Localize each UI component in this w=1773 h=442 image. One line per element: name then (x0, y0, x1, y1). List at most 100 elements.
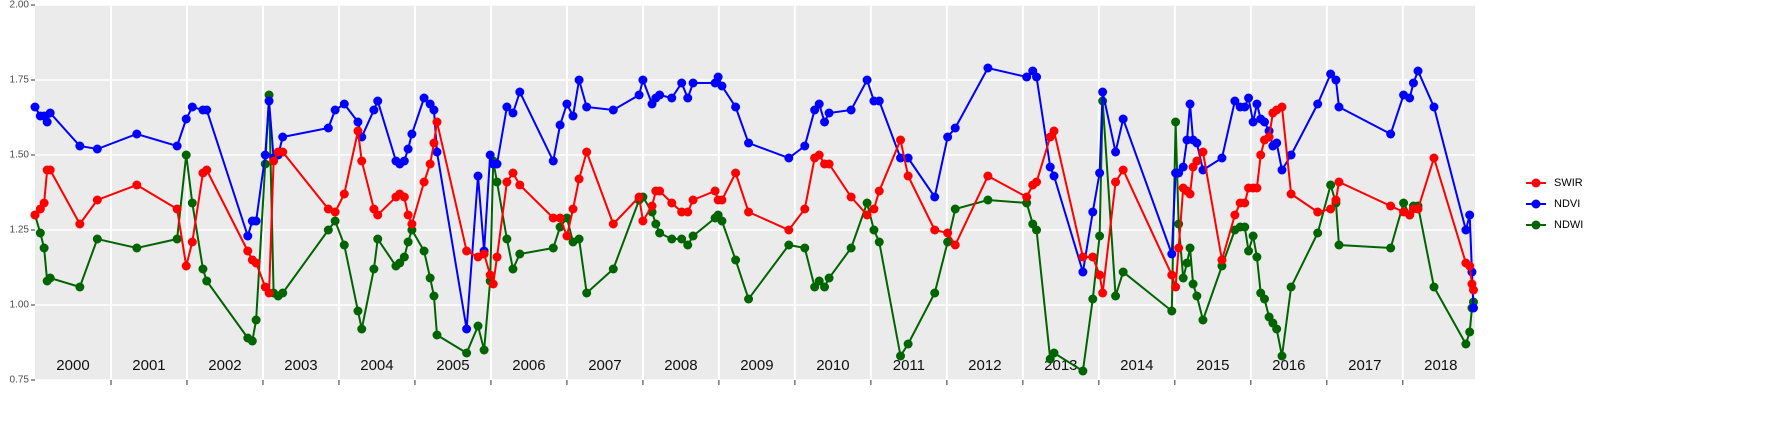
point (562, 99, 572, 109)
point (582, 147, 592, 157)
point (874, 186, 884, 196)
point (1248, 231, 1258, 241)
point (983, 171, 993, 181)
point (172, 204, 182, 214)
point (1188, 279, 1198, 289)
point (1252, 252, 1262, 262)
y-tick-label: 1.00 (10, 300, 30, 311)
point (1313, 207, 1323, 217)
point (548, 243, 558, 253)
y-tick-label: 2.00 (10, 0, 30, 11)
point (800, 204, 810, 214)
point (548, 156, 558, 166)
legend-label: SWIR (1554, 177, 1583, 189)
point (330, 105, 340, 115)
point (688, 78, 698, 88)
point (198, 264, 208, 274)
point (667, 234, 677, 244)
point (930, 192, 940, 202)
point (731, 168, 741, 178)
point (473, 171, 483, 181)
point (1465, 210, 1475, 220)
point (403, 210, 413, 220)
point (1260, 294, 1270, 304)
point (608, 105, 618, 115)
point (473, 321, 483, 331)
point (1185, 189, 1195, 199)
point (683, 240, 693, 250)
point (492, 252, 502, 262)
y-tick-label: 1.50 (10, 150, 30, 161)
point (1286, 282, 1296, 292)
point (710, 186, 720, 196)
year-label: 2012 (968, 357, 1001, 374)
point (278, 147, 288, 157)
point (1386, 201, 1396, 211)
point (243, 246, 253, 256)
point (744, 294, 754, 304)
point (1240, 198, 1250, 208)
point (744, 138, 754, 148)
point (339, 99, 349, 109)
point (172, 234, 182, 244)
point (1049, 126, 1059, 136)
point (508, 168, 518, 178)
point (323, 225, 333, 235)
point (403, 144, 413, 154)
point (869, 204, 879, 214)
point (800, 243, 810, 253)
point (1095, 270, 1105, 280)
point (1260, 117, 1270, 127)
point (502, 177, 512, 187)
point (373, 96, 383, 106)
point (1277, 165, 1287, 175)
point (582, 102, 592, 112)
point (1326, 69, 1336, 79)
point (713, 72, 723, 82)
point (1465, 327, 1475, 337)
point (399, 252, 409, 262)
point (202, 105, 212, 115)
point (824, 273, 834, 283)
point (425, 159, 435, 169)
point (502, 102, 512, 112)
point (132, 243, 142, 253)
point (983, 195, 993, 205)
point (1252, 99, 1262, 109)
point (1286, 150, 1296, 160)
point (731, 102, 741, 112)
point (731, 255, 741, 265)
y-tick-label: 1.75 (10, 75, 30, 86)
point (492, 159, 502, 169)
point (667, 198, 677, 208)
point (1171, 117, 1181, 127)
year-label: 2006 (512, 357, 545, 374)
point (1252, 183, 1262, 193)
point (683, 207, 693, 217)
point (683, 93, 693, 103)
point (562, 231, 572, 241)
point (1386, 129, 1396, 139)
point (1032, 177, 1042, 187)
point (846, 243, 856, 253)
point (488, 279, 498, 289)
point (172, 141, 182, 151)
point (1413, 204, 1423, 214)
point (1334, 102, 1344, 112)
point (903, 171, 913, 181)
point (399, 156, 409, 166)
point (930, 288, 940, 298)
point (1326, 204, 1336, 214)
point (1022, 72, 1032, 82)
point (278, 288, 288, 298)
point (187, 198, 197, 208)
point (846, 192, 856, 202)
point (869, 225, 879, 235)
point (357, 324, 367, 334)
point (1095, 231, 1105, 241)
point (903, 153, 913, 163)
point (407, 219, 417, 229)
point (1167, 306, 1177, 316)
point (688, 195, 698, 205)
point (1461, 339, 1471, 349)
